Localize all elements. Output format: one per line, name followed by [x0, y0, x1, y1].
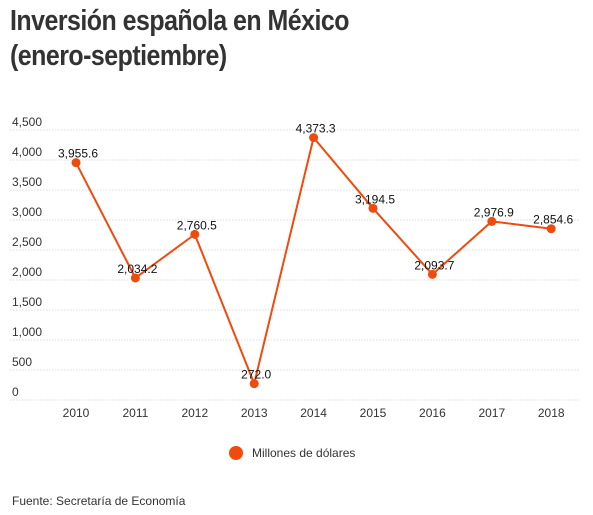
- data-point-2018: [546, 224, 556, 234]
- data-point-2012: [190, 229, 200, 239]
- x-tick-label-2016: 2016: [419, 406, 446, 420]
- y-tick-label: 4,000: [12, 145, 42, 159]
- data-label-2014: 4,373.3: [296, 122, 336, 136]
- data-label-2012: 2,760.5: [177, 218, 217, 232]
- data-point-2017: [487, 216, 497, 226]
- series-line-path: [75, 136, 552, 385]
- data-point-2013: [249, 379, 259, 389]
- x-tick-label-2013: 2013: [241, 406, 268, 420]
- y-tick-label: 3,500: [12, 175, 42, 189]
- data-label-2013: 272.0: [241, 368, 271, 382]
- data-point-2016: [427, 269, 437, 279]
- data-label-2017: 2,976.9: [474, 205, 514, 219]
- y-tick-label: 0: [12, 385, 19, 399]
- data-point-2010: [71, 158, 81, 168]
- data-label-2018: 2,854.6: [533, 213, 573, 227]
- legend: Millones de dólares: [229, 446, 355, 460]
- series-line: [75, 136, 552, 385]
- legend-marker: [229, 446, 243, 460]
- y-tick-label: 3,000: [12, 205, 42, 219]
- chart-title-line-2: (enero-septiembre): [10, 40, 227, 72]
- y-tick-label: 2,000: [12, 265, 42, 279]
- y-axis-tick-labels: 0 500 1,000 1,500 2,000 2,500 3,000 3,500 4,000 4…: [12, 115, 42, 399]
- x-tick-label-2015: 2015: [360, 406, 387, 420]
- x-tick-label-2017: 2017: [478, 406, 505, 420]
- x-tick-label-2010: 2010: [63, 406, 90, 420]
- legend-label: Millones de dólares: [252, 446, 355, 460]
- data-label-2016: 2,093.7: [414, 258, 454, 272]
- y-tick-label: 4,500: [12, 115, 42, 129]
- y-tick-label: 1,000: [12, 325, 42, 339]
- x-tick-label-2018: 2018: [538, 406, 565, 420]
- x-tick-label-2012: 2012: [181, 406, 208, 420]
- source-note: Fuente: Secretaría de Economía: [12, 494, 186, 508]
- y-tick-label: 2,500: [12, 235, 42, 249]
- data-point-2015: [368, 203, 378, 213]
- line-chart: 0 500 1,000 1,500 2,000 2,500 3,000 3,500 4,000 4…: [10, 115, 580, 460]
- data-point-2011: [130, 273, 140, 283]
- y-tick-label: 500: [12, 355, 32, 369]
- chart-title: Inversión española en México (enero-sept…: [10, 4, 350, 74]
- data-point-2014: [309, 133, 319, 143]
- x-axis-tick-labels: 2010 2011 2012 2013 2014 2015 2016 2017 2018: [63, 406, 565, 420]
- y-tick-label: 1,500: [12, 295, 42, 309]
- data-labels: 3,955.6 2,034.2 2,760.5 272.0 4,373.3 3,194.5…: [58, 122, 574, 382]
- gridlines: [10, 129, 580, 401]
- x-tick-label-2011: 2011: [122, 406, 148, 420]
- series-points: [71, 133, 556, 389]
- data-label-2011: 2,034.2: [117, 262, 157, 276]
- chart-title-line-1: Inversión española en México: [10, 5, 350, 37]
- data-label-2015: 3,194.5: [355, 192, 395, 206]
- x-tick-label-2014: 2014: [300, 406, 327, 420]
- data-label-2010: 3,955.6: [58, 147, 98, 161]
